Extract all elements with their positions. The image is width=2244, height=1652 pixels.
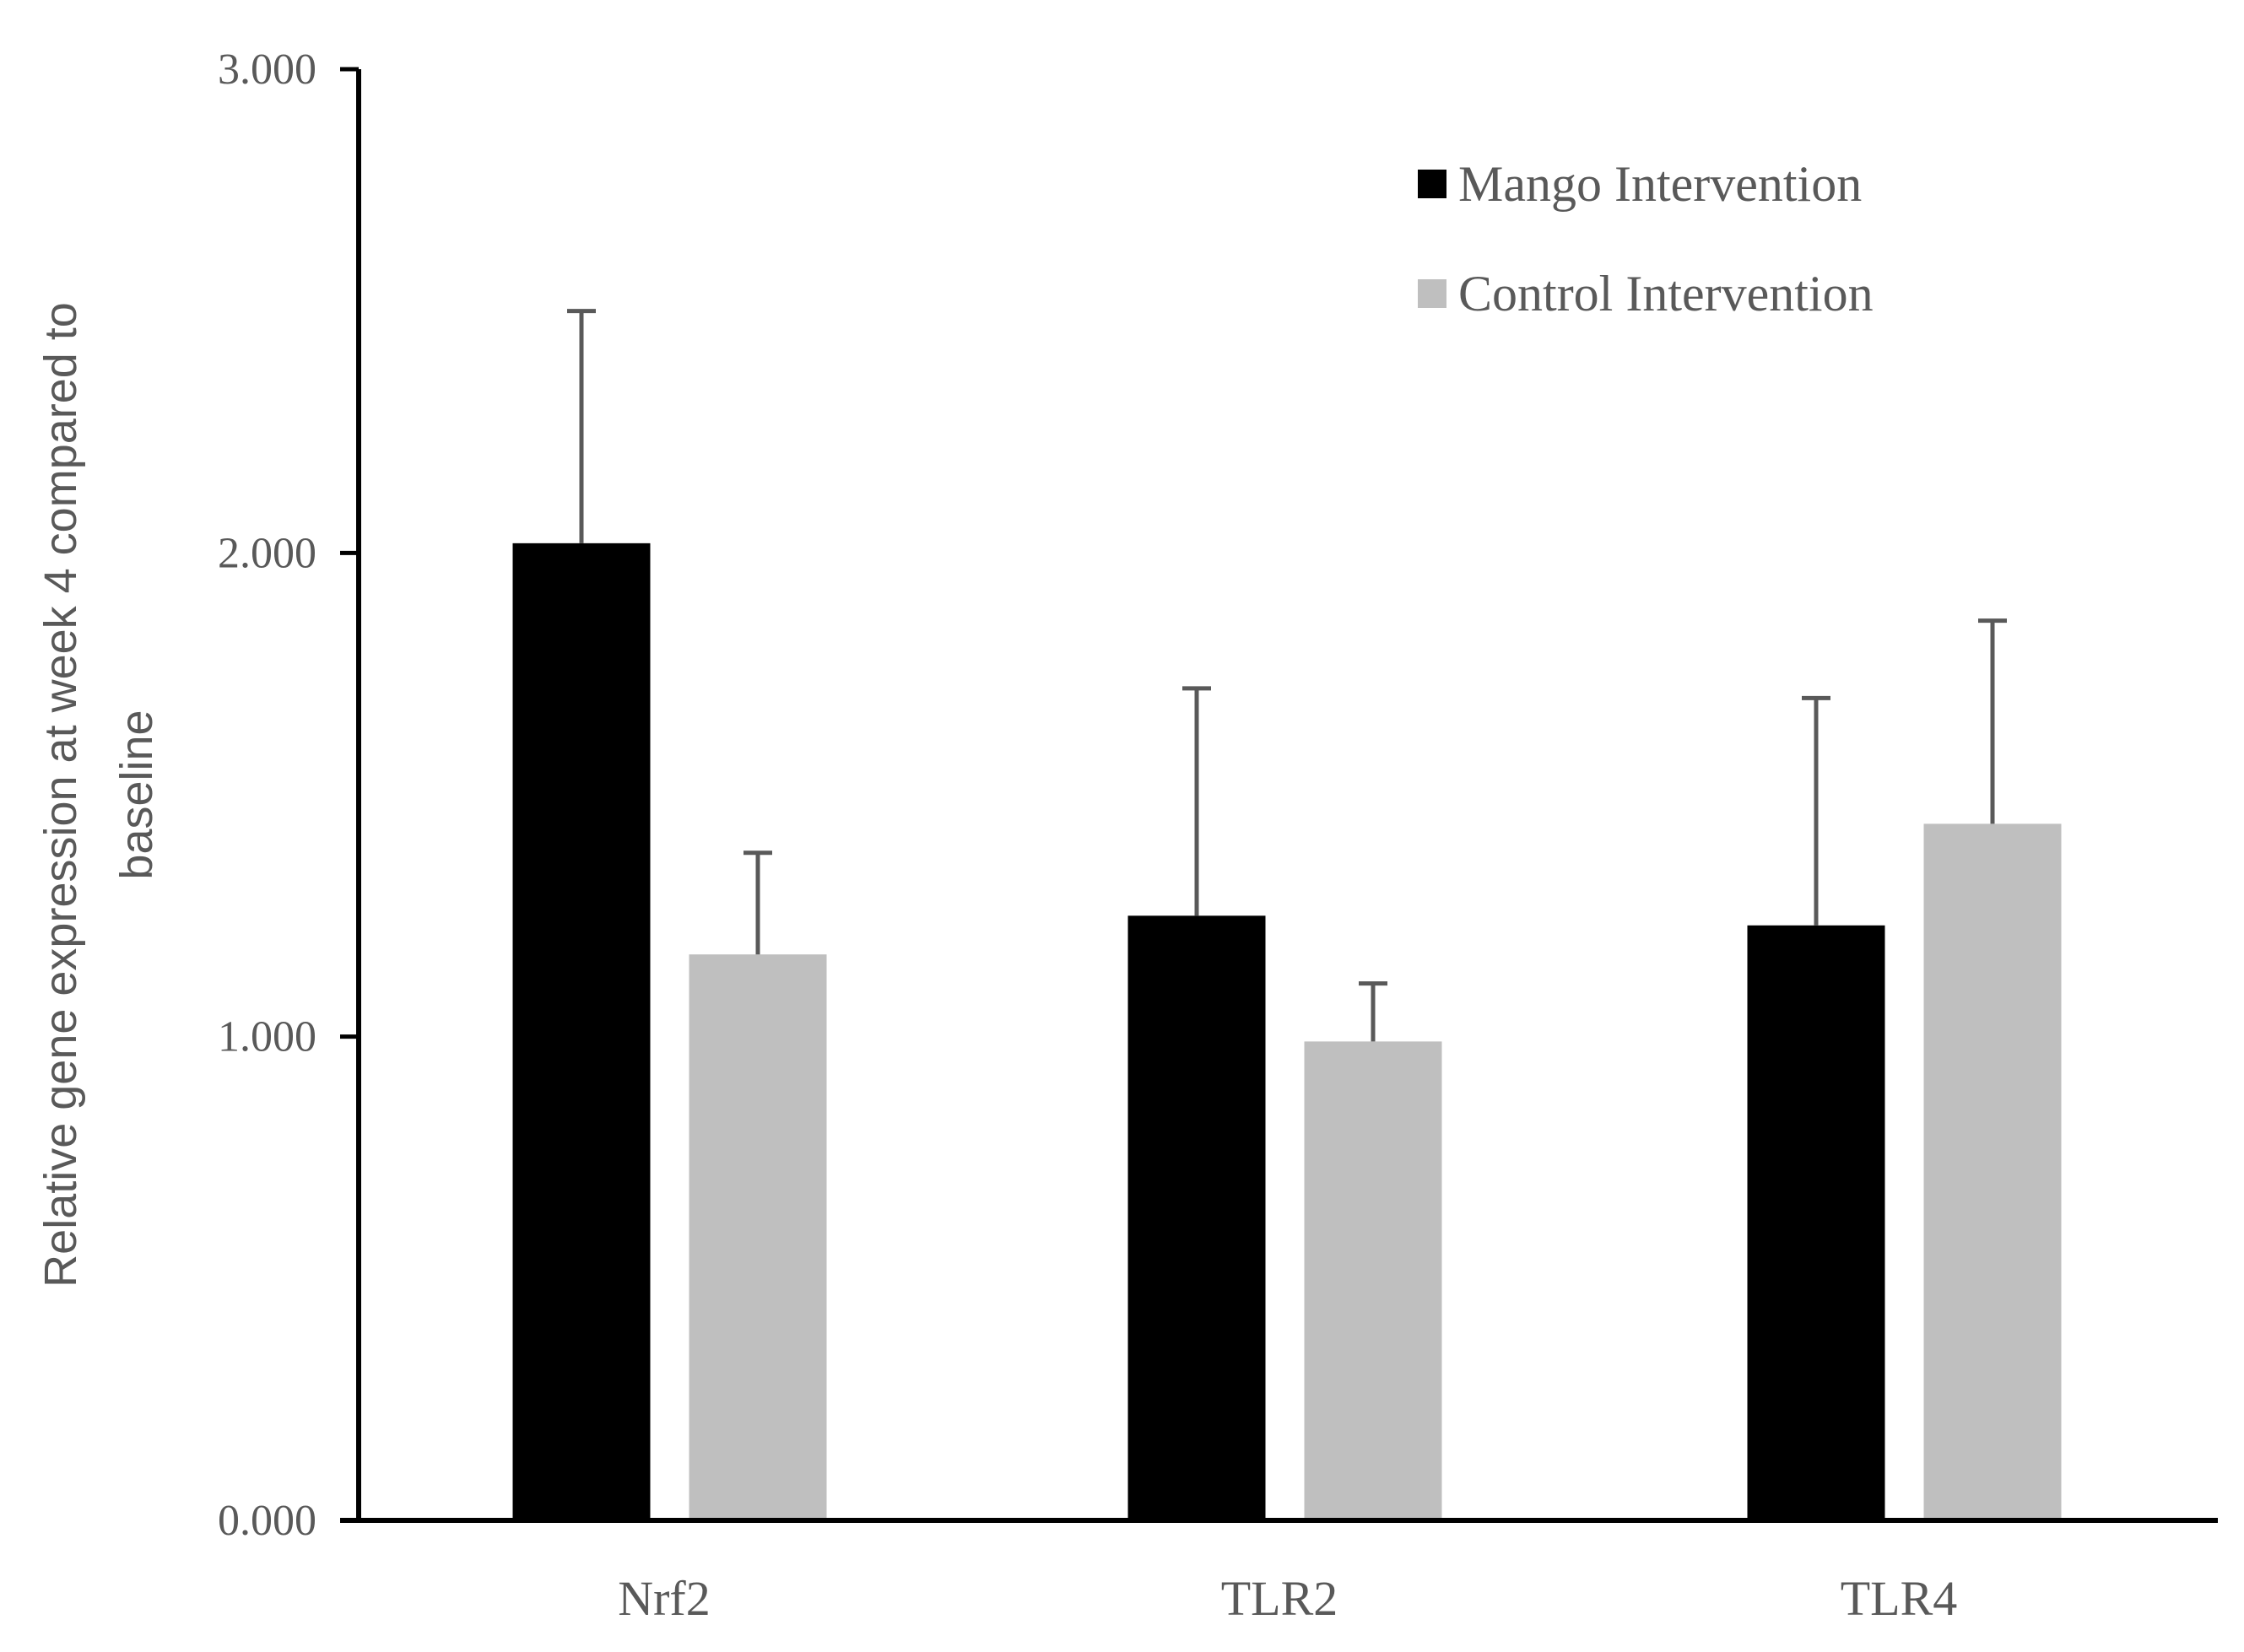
legend-label-mango: Mango Intervention (1458, 156, 1862, 212)
bar-tlr4-mango (1747, 925, 1885, 1520)
bar-nrf2-mango (512, 543, 651, 1520)
bar-tlr2-mango (1127, 915, 1266, 1520)
bars-group (512, 543, 2062, 1520)
y-tick-label: 0.000 (218, 1497, 316, 1545)
x-labels-group: Nrf2 TLR2 TLR4 (618, 1571, 1957, 1626)
y-tick-label: 1.000 (218, 1013, 316, 1061)
y-axis-title: Relative gene expression at week 4 compa… (35, 302, 162, 1288)
y-tick-label: 2.000 (218, 529, 316, 577)
legend: Mango Intervention Control Intervention (1418, 156, 1874, 321)
legend-swatch-mango (1418, 170, 1446, 198)
y-axis-title-line: Relative gene expression at week 4 compa… (35, 302, 86, 1288)
legend-swatch-control (1418, 279, 1446, 308)
bar-tlr4-control (1923, 823, 2062, 1520)
x-tick-label: TLR2 (1221, 1571, 1338, 1626)
bar-nrf2-control (689, 954, 827, 1520)
x-tick-label: TLR4 (1841, 1571, 1958, 1626)
y-ticks-group: 0.000 1.000 2.000 3.000 (218, 46, 359, 1545)
axes-group (340, 69, 2218, 1523)
error-bars-group (567, 309, 2007, 1042)
x-tick-label: Nrf2 (618, 1571, 711, 1626)
bar-tlr2-control (1304, 1041, 1442, 1520)
legend-label-control: Control Intervention (1458, 266, 1874, 321)
y-axis-title-line: baseline (111, 710, 162, 879)
y-tick-label: 3.000 (218, 46, 316, 94)
